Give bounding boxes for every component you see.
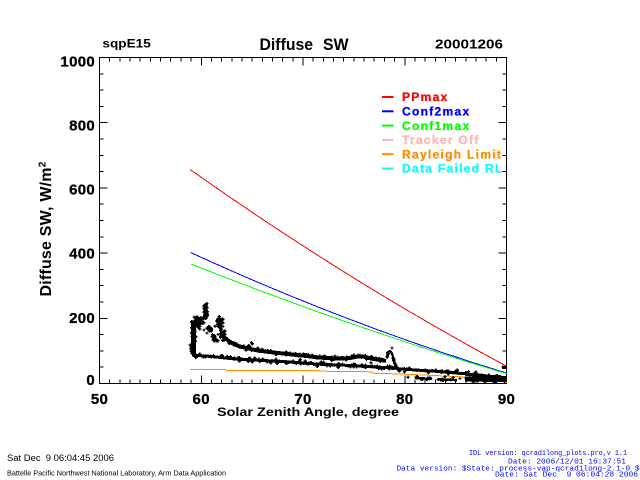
svg-text:90: 90 bbox=[498, 391, 515, 408]
svg-text:0: 0 bbox=[86, 372, 95, 389]
svg-text:400: 400 bbox=[69, 246, 95, 263]
svg-text:200: 200 bbox=[69, 310, 95, 327]
svg-text:800: 800 bbox=[69, 117, 95, 134]
svg-text:60: 60 bbox=[193, 391, 210, 408]
svg-text:PPmax: PPmax bbox=[402, 90, 449, 104]
svg-text:Diffuse SW, W/m2: Diffuse SW, W/m2 bbox=[38, 161, 56, 296]
svg-text:Data Failed RL: Data Failed RL bbox=[402, 162, 504, 176]
svg-text:Conf2max: Conf2max bbox=[402, 105, 470, 119]
svg-text:Data version: $State: process-: Data version: $State: process-vap-qcrad1… bbox=[397, 466, 640, 474]
svg-text:1000: 1000 bbox=[60, 54, 95, 71]
svg-text:20001206: 20001206 bbox=[435, 36, 503, 51]
svg-text:Diffuse SW: Diffuse SW bbox=[260, 35, 350, 54]
svg-text:Battelle Pacific Northwest Nat: Battelle Pacific Northwest National Labo… bbox=[7, 468, 226, 477]
svg-text:Date: 2006/12/01 16:37:51: Date: 2006/12/01 16:37:51 bbox=[508, 459, 626, 467]
svg-text:Tracker Off: Tracker Off bbox=[402, 133, 480, 147]
svg-text:50: 50 bbox=[91, 391, 108, 408]
svg-text:Conf1max: Conf1max bbox=[402, 119, 470, 133]
svg-text:Date: Sat Dec 9 06:04:28 2006: Date: Sat Dec 9 06:04:28 2006 bbox=[495, 472, 638, 480]
svg-text:sqpE15: sqpE15 bbox=[102, 37, 151, 51]
svg-text:Sat Dec 9 06:04:45 2006: Sat Dec 9 06:04:45 2006 bbox=[7, 453, 114, 463]
svg-text:600: 600 bbox=[69, 182, 95, 199]
svg-text:Rayleigh Limit: Rayleigh Limit bbox=[402, 147, 502, 161]
svg-text:80: 80 bbox=[396, 391, 413, 408]
svg-text:IDL version: qcrad1long_plots.: IDL version: qcrad1long_plots.pro,v 1.1 bbox=[469, 450, 627, 458]
svg-text:70: 70 bbox=[294, 391, 311, 408]
svg-text:Solar Zenith Angle, degree: Solar Zenith Angle, degree bbox=[217, 405, 399, 419]
